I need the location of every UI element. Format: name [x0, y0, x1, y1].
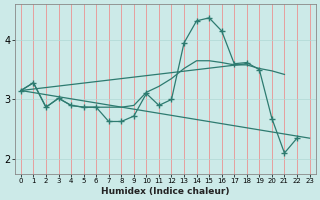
- X-axis label: Humidex (Indice chaleur): Humidex (Indice chaleur): [101, 187, 229, 196]
